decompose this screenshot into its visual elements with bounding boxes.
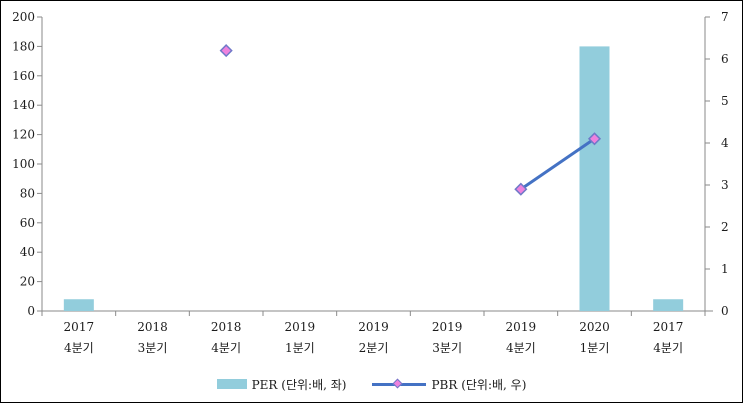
- category-year-label: 2019: [432, 320, 463, 334]
- pbr-marker: [219, 44, 233, 58]
- category-quarter-label: 1분기: [285, 341, 315, 355]
- per-bar: [63, 299, 94, 311]
- category-year-label: 2019: [506, 320, 537, 334]
- y-left-tick-label: 200: [12, 10, 35, 24]
- y-right-tick-label: 5: [721, 94, 729, 108]
- pbr-legend-label: PBR (단위:배, 우): [431, 377, 527, 392]
- category-year-label: 2018: [211, 320, 242, 334]
- y-right-tick-label: 1: [721, 262, 729, 276]
- y-left-tick-label: 0: [27, 304, 35, 318]
- category-quarter-label: 4분기: [211, 341, 241, 355]
- category-quarter-label: 3분기: [138, 341, 168, 355]
- y-left-tick-label: 140: [12, 98, 35, 112]
- per-bar-swatch-icon: [216, 379, 247, 389]
- y-left-tick-label: 100: [12, 157, 35, 171]
- y-left-tick-label: 40: [20, 245, 35, 259]
- legend: PER (단위:배, 좌) PBR (단위:배, 우): [1, 373, 742, 395]
- pbr-marker: [514, 182, 528, 196]
- category-year-label: 2019: [358, 320, 389, 334]
- y-right-tick-label: 3: [721, 178, 729, 192]
- y-left-tick-label: 120: [12, 128, 35, 142]
- category-quarter-label: 1분기: [580, 341, 610, 355]
- y-left-tick-label: 60: [20, 216, 35, 230]
- per-bar: [653, 299, 684, 311]
- category-year-label: 2019: [285, 320, 316, 334]
- y-right-tick-label: 2: [721, 220, 729, 234]
- y-left-tick-label: 180: [12, 39, 35, 53]
- y-right-tick-label: 7: [721, 10, 729, 24]
- pbr-line-segment: [519, 137, 596, 191]
- y-left-tick-label: 160: [12, 69, 35, 83]
- legend-item-per: PER (단위:배, 좌): [216, 376, 347, 393]
- per-legend-label: PER (단위:배, 좌): [251, 377, 347, 392]
- y-right-tick-label: 6: [721, 52, 729, 66]
- legend-item-pbr: PBR (단위:배, 우): [372, 376, 526, 393]
- y-left-tick-label: 80: [20, 186, 35, 200]
- y-left-tick-label: 20: [20, 275, 35, 289]
- category-year-label: 2017: [64, 320, 95, 334]
- category-quarter-label: 2분기: [359, 341, 389, 355]
- pbr-line-sample-icon: [372, 378, 427, 391]
- y-right-tick-label: 0: [721, 304, 729, 318]
- category-quarter-label: 4분기: [506, 341, 536, 355]
- category-quarter-label: 3분기: [432, 341, 462, 355]
- category-quarter-label: 4분기: [64, 341, 94, 355]
- y-right-tick-label: 4: [721, 136, 729, 150]
- category-quarter-label: 4분기: [653, 341, 683, 355]
- pbr-diamond-icon: [393, 378, 403, 388]
- category-year-label: 2020: [579, 320, 610, 334]
- category-year-label: 2017: [653, 320, 684, 334]
- category-year-label: 2018: [137, 320, 168, 334]
- pbr-marker: [587, 132, 602, 146]
- per-bar: [579, 46, 610, 312]
